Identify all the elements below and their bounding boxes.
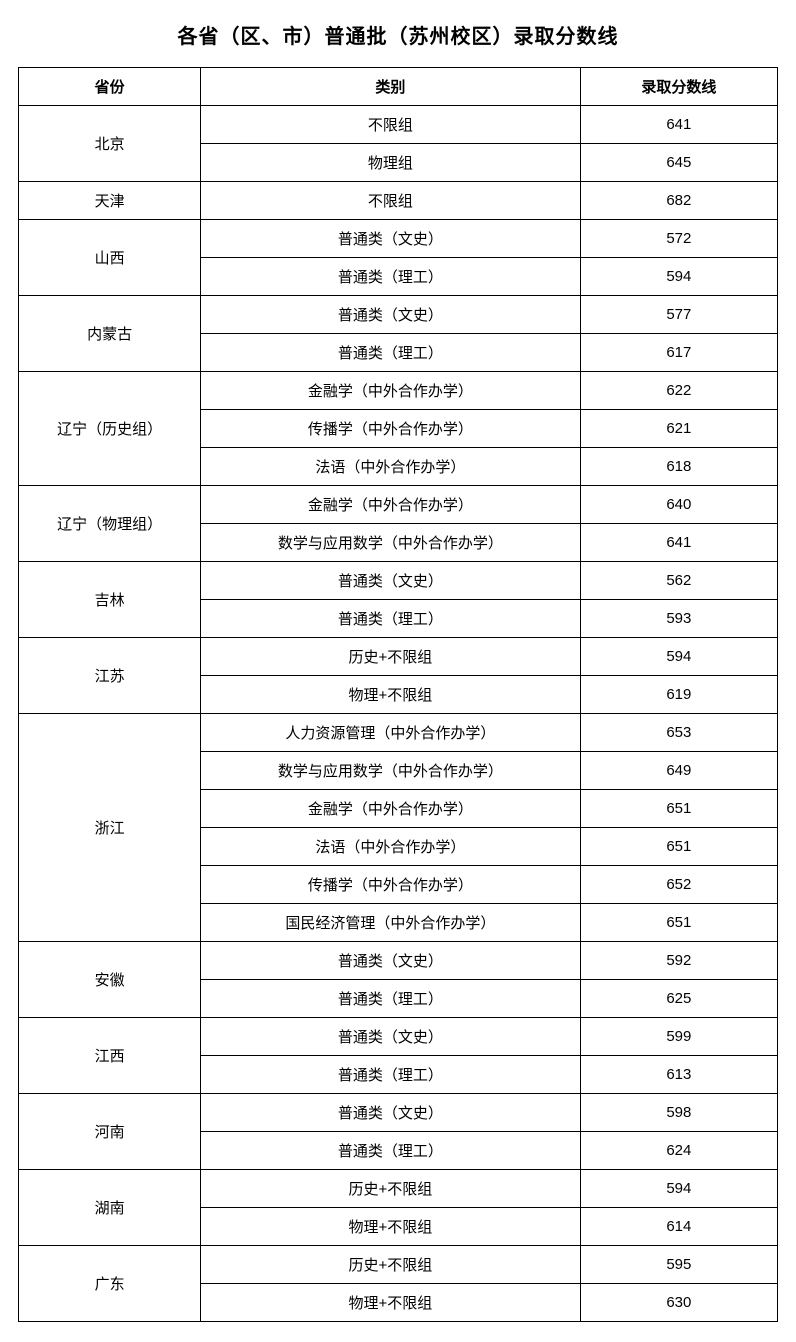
table-row: 江西普通类（文史）599 <box>19 1018 778 1056</box>
category-cell: 普通类（文史） <box>201 296 581 334</box>
table-row: 北京不限组641 <box>19 106 778 144</box>
category-cell: 不限组 <box>201 182 581 220</box>
table-row: 吉林普通类（文史）562 <box>19 562 778 600</box>
category-cell: 普通类（理工） <box>201 334 581 372</box>
score-cell: 649 <box>580 752 777 790</box>
score-cell: 682 <box>580 182 777 220</box>
category-cell: 金融学（中外合作办学） <box>201 372 581 410</box>
score-cell: 622 <box>580 372 777 410</box>
header-score: 录取分数线 <box>580 68 777 106</box>
category-cell: 物理组 <box>201 144 581 182</box>
header-category: 类别 <box>201 68 581 106</box>
table-row: 湖南历史+不限组594 <box>19 1170 778 1208</box>
category-cell: 普通类（文史） <box>201 220 581 258</box>
category-cell: 普通类（文史） <box>201 942 581 980</box>
score-cell: 641 <box>580 524 777 562</box>
table-row: 浙江人力资源管理（中外合作办学）653 <box>19 714 778 752</box>
category-cell: 金融学（中外合作办学） <box>201 486 581 524</box>
category-cell: 国民经济管理（中外合作办学） <box>201 904 581 942</box>
province-cell: 山西 <box>19 220 201 296</box>
score-cell: 593 <box>580 600 777 638</box>
category-cell: 普通类（理工） <box>201 600 581 638</box>
category-cell: 传播学（中外合作办学） <box>201 410 581 448</box>
score-cell: 572 <box>580 220 777 258</box>
score-cell: 621 <box>580 410 777 448</box>
province-cell: 辽宁（历史组） <box>19 372 201 486</box>
page-title: 各省（区、市）普通批（苏州校区）录取分数线 <box>18 20 778 49</box>
table-row: 江苏历史+不限组594 <box>19 638 778 676</box>
table-row: 天津不限组682 <box>19 182 778 220</box>
category-cell: 人力资源管理（中外合作办学） <box>201 714 581 752</box>
category-cell: 物理+不限组 <box>201 1284 581 1322</box>
province-cell: 浙江 <box>19 714 201 942</box>
score-cell: 594 <box>580 638 777 676</box>
province-cell: 江苏 <box>19 638 201 714</box>
score-cell: 613 <box>580 1056 777 1094</box>
category-cell: 金融学（中外合作办学） <box>201 790 581 828</box>
score-cell: 618 <box>580 448 777 486</box>
score-cell: 594 <box>580 258 777 296</box>
category-cell: 传播学（中外合作办学） <box>201 866 581 904</box>
score-cell: 595 <box>580 1246 777 1284</box>
table-row: 辽宁（物理组）金融学（中外合作办学）640 <box>19 486 778 524</box>
score-cell: 651 <box>580 790 777 828</box>
province-cell: 江西 <box>19 1018 201 1094</box>
category-cell: 普通类（文史） <box>201 1094 581 1132</box>
header-province: 省份 <box>19 68 201 106</box>
category-cell: 历史+不限组 <box>201 1170 581 1208</box>
score-cell: 592 <box>580 942 777 980</box>
category-cell: 普通类（文史） <box>201 562 581 600</box>
province-cell: 辽宁（物理组） <box>19 486 201 562</box>
province-cell: 安徽 <box>19 942 201 1018</box>
province-cell: 内蒙古 <box>19 296 201 372</box>
category-cell: 数学与应用数学（中外合作办学） <box>201 752 581 790</box>
score-cell: 653 <box>580 714 777 752</box>
category-cell: 普通类（理工） <box>201 980 581 1018</box>
score-cell: 617 <box>580 334 777 372</box>
category-cell: 法语（中外合作办学） <box>201 828 581 866</box>
score-cell: 577 <box>580 296 777 334</box>
category-cell: 物理+不限组 <box>201 1208 581 1246</box>
table-row: 广东历史+不限组595 <box>19 1246 778 1284</box>
score-cell: 651 <box>580 828 777 866</box>
score-cell: 614 <box>580 1208 777 1246</box>
province-cell: 广东 <box>19 1246 201 1322</box>
admission-scores-table: 省份 类别 录取分数线 北京不限组641物理组645天津不限组682山西普通类（… <box>18 67 778 1322</box>
table-row: 山西普通类（文史）572 <box>19 220 778 258</box>
category-cell: 物理+不限组 <box>201 676 581 714</box>
score-cell: 651 <box>580 904 777 942</box>
score-cell: 594 <box>580 1170 777 1208</box>
province-cell: 北京 <box>19 106 201 182</box>
province-cell: 湖南 <box>19 1170 201 1246</box>
table-header-row: 省份 类别 录取分数线 <box>19 68 778 106</box>
category-cell: 普通类（理工） <box>201 1132 581 1170</box>
category-cell: 历史+不限组 <box>201 638 581 676</box>
category-cell: 普通类（理工） <box>201 258 581 296</box>
score-cell: 641 <box>580 106 777 144</box>
score-cell: 562 <box>580 562 777 600</box>
score-cell: 619 <box>580 676 777 714</box>
table-row: 河南普通类（文史）598 <box>19 1094 778 1132</box>
table-row: 辽宁（历史组）金融学（中外合作办学）622 <box>19 372 778 410</box>
score-cell: 624 <box>580 1132 777 1170</box>
category-cell: 数学与应用数学（中外合作办学） <box>201 524 581 562</box>
category-cell: 法语（中外合作办学） <box>201 448 581 486</box>
score-cell: 599 <box>580 1018 777 1056</box>
category-cell: 历史+不限组 <box>201 1246 581 1284</box>
category-cell: 不限组 <box>201 106 581 144</box>
score-cell: 630 <box>580 1284 777 1322</box>
province-cell: 吉林 <box>19 562 201 638</box>
table-row: 安徽普通类（文史）592 <box>19 942 778 980</box>
score-cell: 645 <box>580 144 777 182</box>
score-cell: 640 <box>580 486 777 524</box>
score-cell: 652 <box>580 866 777 904</box>
province-cell: 河南 <box>19 1094 201 1170</box>
score-cell: 625 <box>580 980 777 1018</box>
category-cell: 普通类（文史） <box>201 1018 581 1056</box>
score-cell: 598 <box>580 1094 777 1132</box>
table-row: 内蒙古普通类（文史）577 <box>19 296 778 334</box>
category-cell: 普通类（理工） <box>201 1056 581 1094</box>
province-cell: 天津 <box>19 182 201 220</box>
